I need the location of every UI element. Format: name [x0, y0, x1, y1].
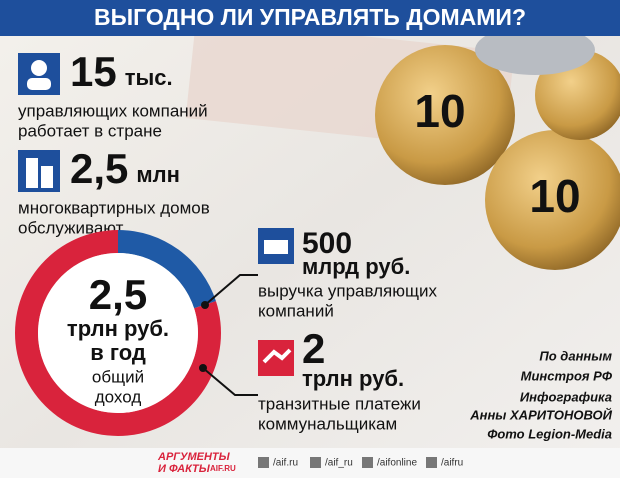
- social-link: /aifru: [441, 458, 463, 469]
- source-text: Анны ХАРИТОНОВОЙ: [469, 406, 612, 422]
- social-link: /aif_ru: [325, 458, 353, 469]
- center-text: доход: [95, 387, 142, 406]
- icons: [18, 53, 294, 376]
- category-label: транзитные платежи: [258, 394, 421, 413]
- svg-text:10: 10: [529, 170, 580, 222]
- leader-dot: [199, 364, 207, 372]
- center-text: в год: [90, 340, 146, 365]
- category-label: компаний: [258, 301, 334, 320]
- value-unit: млрд руб.: [302, 254, 410, 279]
- category-label: коммунальщикам: [258, 414, 397, 433]
- center-text: 2,5: [89, 271, 147, 318]
- stat-text: управляющих компаний: [18, 101, 208, 120]
- social-icon: [362, 457, 373, 468]
- value-label: 2: [302, 325, 325, 372]
- title: ВЫГОДНО ЛИ УПРАВЛЯТЬ ДОМАМИ?: [94, 4, 526, 30]
- stat-unit: тыс.: [125, 65, 173, 90]
- stat-unit: млн: [136, 162, 180, 187]
- value-label: 500: [302, 227, 352, 260]
- title-bar: [0, 0, 620, 36]
- logo: АРГУМЕНТЫ: [157, 451, 231, 463]
- logo: И ФАКТЫ: [158, 463, 211, 475]
- source-text: По данным: [539, 348, 612, 363]
- donut-hole: [38, 253, 198, 413]
- logo: AIF.RU: [210, 464, 236, 473]
- stat-text: работает в стране: [18, 121, 162, 140]
- source-text: Минстроя РФ: [521, 368, 613, 383]
- social-icon: [258, 457, 269, 468]
- center-text: трлн руб.: [67, 316, 169, 341]
- leader-line: [204, 274, 258, 306]
- center-text: общий: [92, 367, 144, 386]
- stat-number: 2,5: [70, 145, 128, 192]
- social-icon: [426, 457, 437, 468]
- stat-text: многоквартирных домов: [18, 198, 210, 217]
- social-icon: [310, 457, 321, 468]
- coins: 10 10: [375, 25, 620, 270]
- svg-text:10: 10: [414, 85, 465, 137]
- source-text: Инфографика: [520, 389, 612, 404]
- donut-segment: [118, 230, 216, 309]
- social-link: /aifonline: [377, 458, 417, 469]
- stat-number: 15: [70, 48, 117, 95]
- value-unit: трлн руб.: [302, 366, 404, 391]
- social-link: /aif.ru: [273, 458, 298, 469]
- leader-line: [202, 367, 258, 396]
- leader-dot: [201, 301, 209, 309]
- category-label: выручка управляющих: [258, 281, 437, 300]
- source-text: Фото Legion-Media: [487, 426, 612, 441]
